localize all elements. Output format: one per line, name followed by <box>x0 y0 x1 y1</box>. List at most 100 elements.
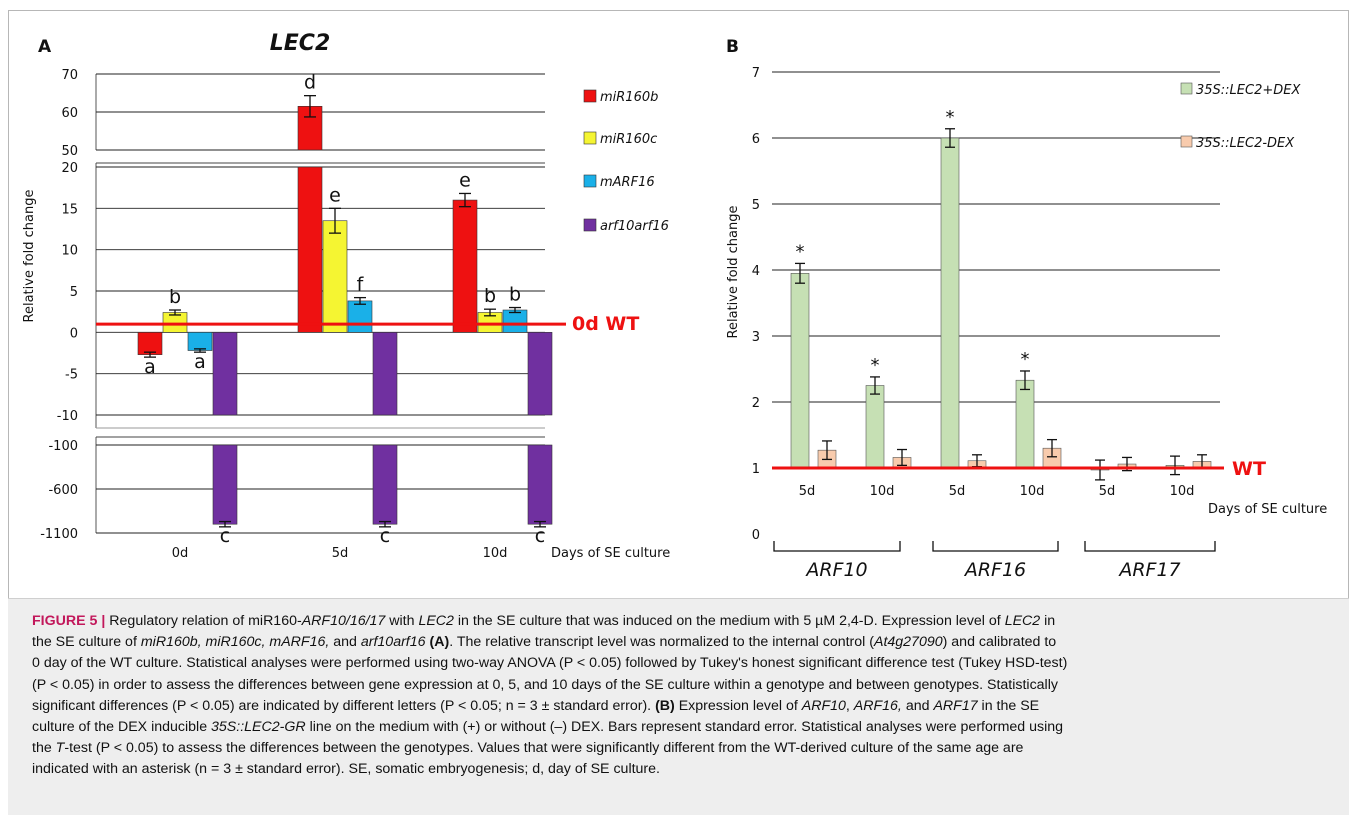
significance-letter: e <box>459 169 471 191</box>
significance-letter: b <box>484 285 496 307</box>
panel-a-ylabel: Relative fold change <box>22 190 37 323</box>
panel-b-label: B <box>726 37 739 57</box>
significance-asterisk: * <box>871 355 880 376</box>
y-tick-label: -5 <box>65 368 78 383</box>
panel-a-ref-label: 0d WT <box>572 313 639 335</box>
bar-arf10arf16 <box>212 444 238 525</box>
caption-text: -test (P < 0.05) to assess the differenc… <box>64 740 1024 757</box>
significance-letter: c <box>535 525 545 547</box>
axis-break <box>88 150 545 163</box>
y-tick-label: 7 <box>752 66 760 81</box>
significance-letter: a <box>144 356 156 378</box>
y-tick-label: 70 <box>61 68 78 83</box>
x-category-label: 10d <box>1020 484 1045 499</box>
legend-label: miR160b <box>600 90 658 105</box>
y-tick-label: -600 <box>48 483 78 498</box>
significance-letter: a <box>194 351 206 373</box>
legend-label: arf10arf16 <box>600 219 669 234</box>
bar-arf10arf16 <box>527 444 553 525</box>
legend-label: miR160c <box>600 132 657 147</box>
legend-label: 35S::LEC2-DEX <box>1196 136 1295 151</box>
significance-asterisk: * <box>796 241 805 262</box>
x-category-label: 5d <box>332 546 349 561</box>
bar-miR160c <box>322 220 348 333</box>
significance-letter: c <box>220 525 230 547</box>
group-label: ARF17 <box>1117 559 1180 581</box>
caption-italic: miR160b, miR160c, mARF16, <box>140 634 330 651</box>
legend-label: 35S::LEC2+DEX <box>1196 83 1301 98</box>
caption-text: and <box>329 634 361 651</box>
caption-italic: LEC2 <box>418 613 454 629</box>
y-tick-label: -10 <box>57 409 78 424</box>
caption-italic: T <box>55 740 65 757</box>
group-label: ARF10 <box>804 559 867 581</box>
y-tick-label: 2 <box>752 396 760 411</box>
significance-letter: f <box>357 274 365 296</box>
group-label: ARF16 <box>963 559 1026 581</box>
caption-text: line on the medium with (+) or without (… <box>305 719 1064 736</box>
caption-line-2: the SE culture of miR160b, miR160c, mARF… <box>32 632 1328 653</box>
bar-arf10arf16 <box>372 332 398 416</box>
legend-swatch <box>583 174 597 188</box>
caption-text: the SE culture of <box>32 634 141 651</box>
caption-text: in <box>1040 613 1056 629</box>
caption-italic: ARF17 <box>933 697 978 714</box>
caption-line-8: indicated with an asterisk (n = 3 ± stan… <box>32 761 660 778</box>
y-tick-label: 5 <box>70 285 78 300</box>
y-tick-label: 1 <box>752 462 760 477</box>
y-tick-label: -100 <box>48 439 78 454</box>
x-category-label: 5d <box>799 484 816 499</box>
caption-line-6: culture of the DEX inducible 35S::LEC2-G… <box>32 717 1328 738</box>
caption-text: the <box>32 740 56 757</box>
x-category-label: 5d <box>1099 484 1116 499</box>
caption-line-5: significant differences (P < 0.05) are i… <box>32 696 1328 717</box>
panel-b-ref-label: WT <box>1232 458 1266 480</box>
y-tick-label: -1100 <box>40 527 78 542</box>
figure-plots: A LEC2 Relative fold change Days of SE c… <box>22 31 1327 581</box>
x-category-label: 10d <box>870 484 895 499</box>
significance-letter: e <box>329 184 341 206</box>
y-tick-label: 50 <box>61 144 78 159</box>
y-tick-label: 6 <box>752 132 760 147</box>
figure-caption: FIGURE 5 | Regulatory relation of miR160… <box>32 611 1328 781</box>
caption-text: . The relative transcript level was norm… <box>449 634 874 651</box>
caption-line-1: FIGURE 5 | Regulatory relation of miR160… <box>32 611 1328 632</box>
y-tick-label: 3 <box>752 330 760 345</box>
caption-line-3: 0 day of the WT culture. Statistical ana… <box>32 655 1068 672</box>
caption-box: FIGURE 5 | Regulatory relation of miR160… <box>8 598 1349 815</box>
y-tick-label: 0 <box>752 528 760 543</box>
bar-35S::LEC2+DEX <box>1015 379 1035 469</box>
caption-italic: 35S::LEC2-GR <box>211 719 306 736</box>
y-tick-label: 60 <box>61 106 78 121</box>
panel-a-xlabel: Days of SE culture <box>551 546 670 561</box>
panel-a-label: A <box>38 37 52 57</box>
caption-text: , <box>845 697 854 714</box>
caption-text: Regulatory relation of miR160- <box>109 613 302 629</box>
y-tick-label: 15 <box>61 202 78 217</box>
bar-arf10arf16 <box>212 332 238 416</box>
bar-mARF16 <box>187 332 213 351</box>
caption-text: with <box>385 613 419 629</box>
y-tick-label: 20 <box>61 161 78 176</box>
x-category-label: 5d <box>949 484 966 499</box>
y-tick-label: 0 <box>70 326 78 341</box>
bar-miR160b <box>137 332 163 355</box>
panel-b-ylabel: Relative fold change <box>726 206 741 339</box>
bar-miR160b <box>452 199 478 333</box>
bar-35S::LEC2+DEX <box>865 385 885 469</box>
bar-35S::LEC2+DEX <box>790 272 810 469</box>
caption-italic: ARF10 <box>801 697 846 714</box>
legend-label: mARF16 <box>600 175 655 190</box>
group-bracket <box>932 541 1059 552</box>
bar-mARF16 <box>502 309 528 333</box>
caption-text: in the SE culture that was induced on th… <box>453 613 1005 629</box>
legend-swatch <box>583 131 597 145</box>
caption-figure-label: FIGURE 5 | <box>32 613 110 629</box>
legend-swatch <box>1180 135 1193 148</box>
caption-italic: LEC2 <box>1004 613 1041 629</box>
x-category-label: 10d <box>483 546 508 561</box>
caption-italic: ARF10/16/17 <box>301 613 386 629</box>
panel-a-title: LEC2 <box>270 31 331 56</box>
bar-35S::LEC2+DEX <box>940 137 960 469</box>
caption-text: in the SE <box>977 697 1040 714</box>
